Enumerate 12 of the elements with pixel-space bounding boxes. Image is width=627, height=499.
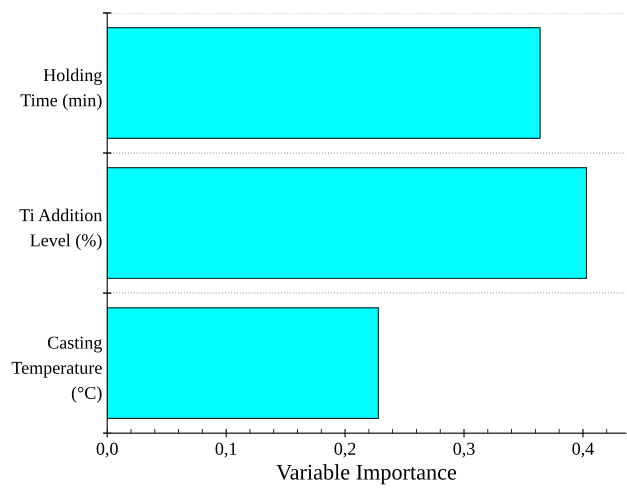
x-tick-label: 0,1 [216, 442, 236, 458]
y-tick-label: Ti Addition Level (%) [20, 208, 102, 250]
x-tick-label: 0,0 [96, 442, 118, 458]
bar [107, 27, 541, 139]
x-tick-label: 0,3 [453, 442, 475, 458]
bar [107, 167, 588, 279]
y-tick-label: Holding Time (min) [20, 68, 102, 110]
bar [107, 307, 379, 419]
x-tick-label: 0,4 [572, 442, 594, 458]
x-tick-label: 0,2 [334, 442, 356, 458]
y-tick-label: Casting Temperature (°C) [12, 336, 102, 403]
x-axis-title: Variable Importance [276, 464, 456, 484]
